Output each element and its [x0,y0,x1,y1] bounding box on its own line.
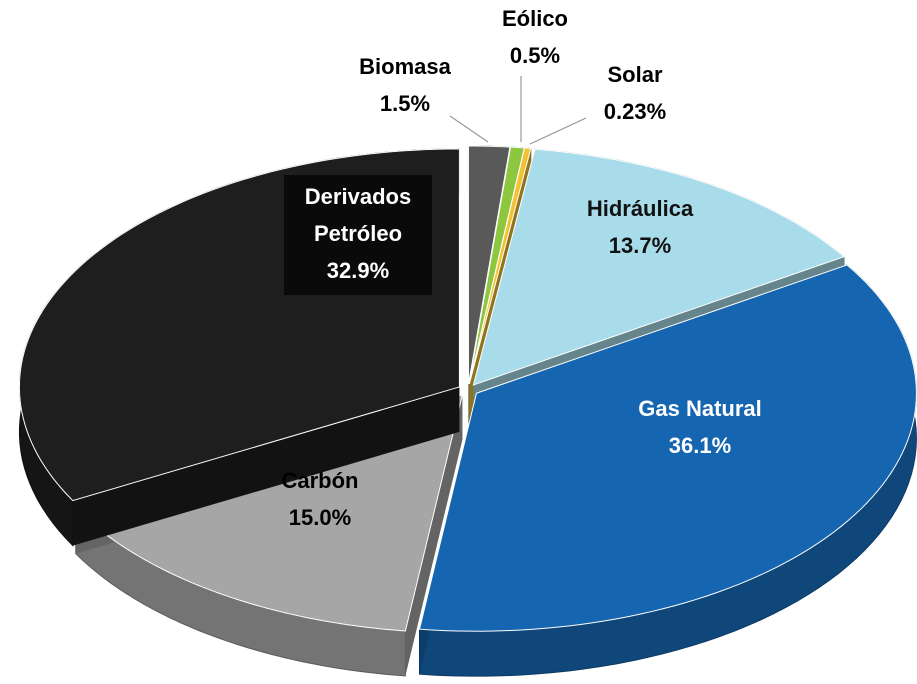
category-label: Gas Natural [638,396,762,421]
category-label: Hidráulica [587,196,694,221]
value-label: 1.5% [380,91,430,116]
value-label: 32.9% [327,258,389,283]
category-label: Solar [607,62,662,87]
leader-line [449,115,489,143]
slice-wall [72,386,460,546]
slice-top [467,145,511,385]
value-label: 0.23% [604,99,666,124]
value-label: 13.7% [609,233,671,258]
category-label: Carbón [282,468,359,493]
slice-wall [405,394,463,676]
category-label: Eólico [502,6,568,31]
slice [418,263,917,677]
value-label: 0.5% [510,43,560,68]
category-label: Derivados Petróleo [305,184,411,246]
slice-top [418,264,917,632]
category-label: Biomasa [359,54,451,79]
value-label: 36.1% [669,433,731,458]
label-box [284,175,432,295]
slice-top [472,148,846,386]
leader-line [529,117,587,145]
value-label: 15.0% [289,505,351,530]
slice-top [468,147,532,385]
